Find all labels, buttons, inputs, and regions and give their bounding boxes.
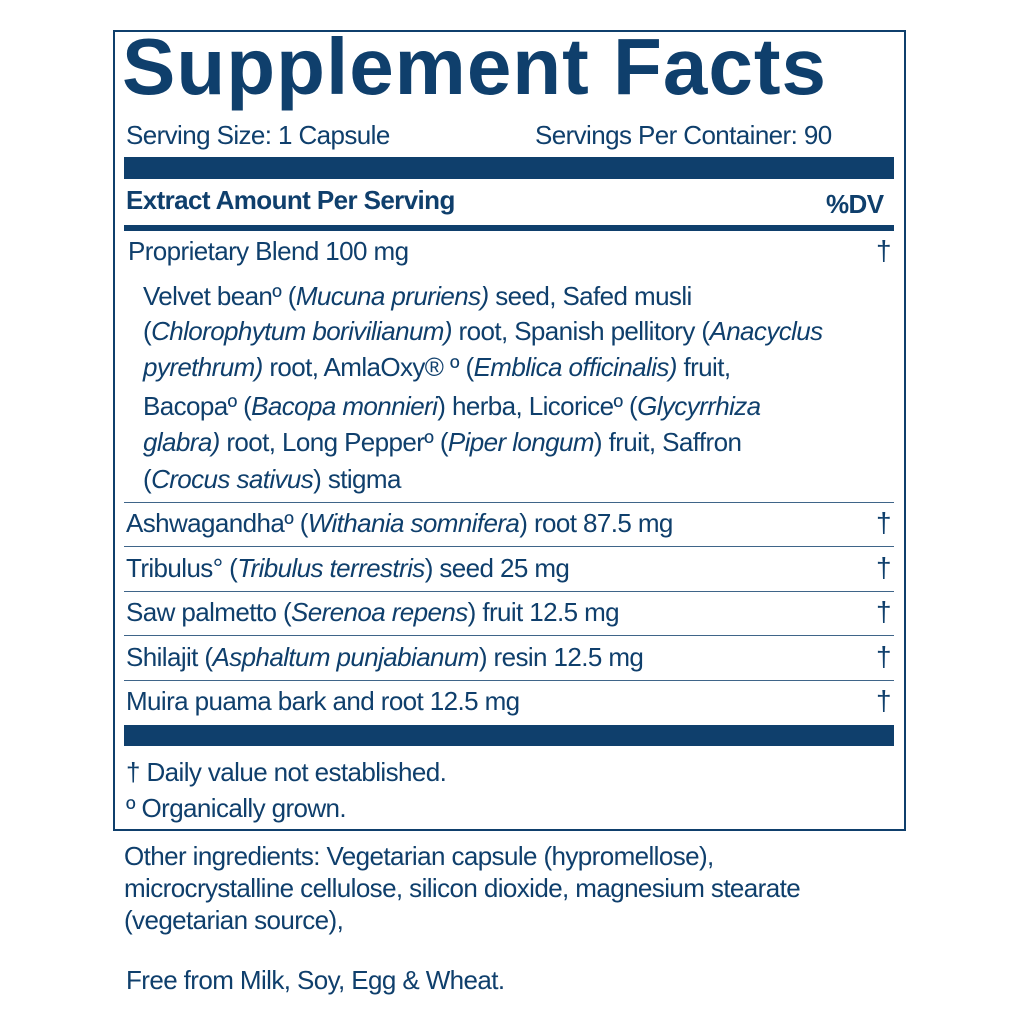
other-ingredients-line: microcrystalline cellulose, silicon diox… <box>124 873 801 903</box>
footnote-dv: † Daily value not established. <box>126 757 447 787</box>
serving-size: Serving Size: 1 Capsule <box>126 120 390 150</box>
text-segment: Tribulus° ( <box>126 553 238 583</box>
blend-line: pyrethrum) root, AmlaOxy® º (Emblica off… <box>143 352 731 382</box>
blend-dv: † <box>876 235 892 266</box>
blend-name: Proprietary Blend 100 mg <box>128 236 409 266</box>
latin-name: glabra) <box>143 427 220 457</box>
text-segment: root, AmlaOxy® º ( <box>262 352 474 382</box>
supplement-facts-panel <box>113 30 906 831</box>
ingredient-dv: † <box>876 685 892 716</box>
text-segment: seed, Safed musli <box>488 281 692 311</box>
medium-divider <box>124 225 894 231</box>
latin-name: Asphaltum punjabianum <box>212 642 479 672</box>
ingredient-dv: † <box>876 641 892 672</box>
text-segment: root, Spanish pellitory ( <box>451 316 711 346</box>
text-segment: Shilajit ( <box>126 642 213 672</box>
row-divider <box>124 546 894 547</box>
latin-name: Tribulus terrestris <box>237 553 425 583</box>
latin-name: Piper longum <box>447 427 595 457</box>
thick-divider-bottom <box>124 725 894 746</box>
row-divider <box>124 502 894 503</box>
other-ingredients-line: Other ingredients: Vegetarian capsule (h… <box>124 841 714 871</box>
latin-name: Emblica officinalis) <box>473 352 678 382</box>
latin-name: Glycyrrhiza <box>637 391 761 421</box>
row-divider <box>124 680 894 681</box>
latin-name: Withania somnifera <box>307 508 520 538</box>
text-segment: Muira puama bark and root 12.5 mg <box>126 686 520 716</box>
ingredient-row: Shilajit (Asphaltum punjabianum) resin 1… <box>126 642 644 672</box>
text-segment: ) resin 12.5 mg <box>478 642 644 672</box>
blend-line: (Crocus sativus) stigma <box>143 464 401 494</box>
text-segment: ) seed 25 mg <box>424 553 570 583</box>
ingredient-dv: † <box>876 596 892 627</box>
thick-divider <box>124 157 894 179</box>
footnote-organic: º Organically grown. <box>126 793 347 823</box>
ingredient-row: Muira puama bark and root 12.5 mg <box>126 686 520 716</box>
latin-name: pyrethrum) <box>143 352 263 382</box>
row-divider <box>124 591 894 592</box>
ingredient-row: Ashwagandhaº (Withania somnifera) root 8… <box>126 508 673 538</box>
latin-name: Bacopa monnieri <box>251 391 438 421</box>
text-segment: ) herba, Licoriceº ( <box>437 391 638 421</box>
servings-per-container: Servings Per Container: 90 <box>535 120 832 150</box>
text-segment: root, Long Pepperº ( <box>219 427 448 457</box>
latin-name: Mucuna pruriens) <box>295 281 489 311</box>
row-divider <box>124 635 894 636</box>
amount-header: Extract Amount Per Serving <box>126 185 455 215</box>
text-segment: ( <box>143 316 152 346</box>
ingredient-row: Saw palmetto (Serenoa repens) fruit 12.5… <box>126 597 620 627</box>
ingredient-dv: † <box>876 552 892 583</box>
latin-name: Crocus sativus <box>151 464 314 494</box>
text-segment: Bacopaº ( <box>143 391 252 421</box>
blend-line: Velvet beanº (Mucuna pruriens) seed, Saf… <box>143 281 692 311</box>
blend-line: glabra) root, Long Pepperº (Piper longum… <box>143 427 742 457</box>
ingredient-dv: † <box>876 507 892 538</box>
allergen-statement: Free from Milk, Soy, Egg & Wheat. <box>126 965 505 995</box>
text-segment: Saw palmetto ( <box>126 597 292 627</box>
text-segment: Velvet beanº ( <box>143 281 296 311</box>
text-segment: ) stigma <box>313 464 401 494</box>
text-segment: ( <box>143 464 152 494</box>
dv-header: %DV <box>826 189 884 219</box>
text-segment: ) root 87.5 mg <box>519 508 673 538</box>
text-segment: ) fruit, Saffron <box>593 427 742 457</box>
blend-line: (Chlorophytum borivilianum) root, Spanis… <box>143 316 823 346</box>
blend-line: Bacopaº (Bacopa monnieri) herba, Licoric… <box>143 391 761 421</box>
text-segment: Ashwagandhaº ( <box>126 508 308 538</box>
panel-title: Supplement Facts <box>122 22 828 111</box>
latin-name: Serenoa repens <box>291 597 468 627</box>
text-segment: fruit, <box>676 352 731 382</box>
ingredient-row: Tribulus° (Tribulus terrestris) seed 25 … <box>126 553 570 583</box>
text-segment: ) fruit 12.5 mg <box>467 597 620 627</box>
latin-name: Anacyclus <box>709 316 823 346</box>
other-ingredients-line: (vegetarian source), <box>124 905 344 935</box>
latin-name: Chlorophytum borivilianum) <box>151 316 452 346</box>
